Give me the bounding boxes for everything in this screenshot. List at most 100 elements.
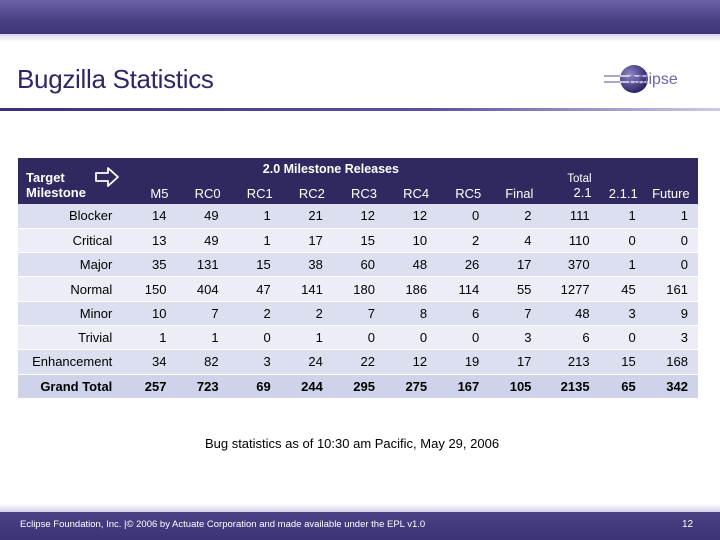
table-cell: 3: [597, 301, 644, 326]
slide-title: Bugzilla Statistics: [17, 64, 214, 94]
table-cell: 105: [487, 374, 540, 399]
table-cell: 3: [487, 325, 540, 351]
table-cell: 150: [122, 276, 175, 302]
table-cell: 48: [383, 252, 436, 278]
table-cell: 2135: [539, 374, 598, 399]
table-cell: 213: [539, 349, 598, 375]
table-cell: 161: [643, 276, 698, 302]
table-cell: 342: [643, 374, 698, 399]
row-label: Critical: [18, 228, 123, 254]
table-body: Blocker 14 49 1 21 12 12 0 2 111 1 1 Critical 13 49 1 17…: [18, 204, 698, 399]
table-cell: 15: [226, 252, 279, 278]
table-cell: 404: [174, 276, 227, 302]
logo-wordmark: eclipse: [628, 71, 678, 88]
table-cell: 45: [597, 276, 644, 302]
table-cell: 49: [174, 228, 227, 254]
col-header: Final: [487, 181, 540, 204]
table-row: Critical 13 49 1 17 15 10 2 4 110 0 0: [18, 228, 698, 254]
table-cell: 0: [383, 325, 436, 351]
title-divider: [0, 108, 720, 111]
table-cell: 1: [174, 325, 227, 351]
table-row: Enhancement 34 82 3 24 22 12 19 17 213 15 168: [18, 349, 698, 375]
table-cell: 26: [435, 252, 488, 278]
footer-copyright: Eclipse Foundation, Inc. |© 2006 by Actu…: [20, 519, 426, 530]
total-header-line1: Total: [567, 173, 592, 185]
table-cell: 17: [487, 349, 540, 375]
table-cell: 114: [435, 276, 488, 302]
table-cell: 0: [597, 228, 644, 254]
table-cell: 19: [435, 349, 488, 375]
corner-label-line2: Milestone: [26, 185, 86, 200]
table-cell: 17: [278, 228, 331, 254]
statistics-footnote: Bug statistics as of 10:30 am Pacific, M…: [204, 436, 500, 451]
total-header-line2: 2.1: [573, 185, 592, 200]
top-banner-fade: [0, 34, 720, 42]
table-cell: 14: [122, 204, 175, 229]
total-21-header: Total 2.1: [539, 158, 598, 204]
table-cell: 7: [487, 301, 540, 326]
table-cell: 38: [278, 252, 331, 278]
row-label: Blocker: [18, 204, 123, 229]
row-label: Enhancement: [18, 349, 123, 375]
table-row: Grand Total 257 723 69 244 295 275 167 105 2135 65…: [18, 374, 698, 399]
table-cell: 0: [643, 228, 698, 254]
table-row: Normal 150 404 47 141 180 186 114 55 1277 45 161: [18, 276, 698, 302]
milestone-releases-group-header: 2.0 Milestone Releases: [122, 158, 540, 182]
col-header: RC5: [435, 181, 488, 204]
table-cell: 15: [597, 349, 644, 375]
col-header: RC0: [174, 181, 227, 204]
table-cell: 1: [643, 204, 698, 229]
table-cell: 0: [435, 204, 488, 229]
table-cell: 1: [226, 228, 279, 254]
table-cell: 24: [278, 349, 331, 375]
row-label: Minor: [18, 301, 123, 326]
table-cell: 1: [278, 325, 331, 351]
table-cell: 15: [330, 228, 383, 254]
col-header: RC3: [330, 181, 383, 204]
bottom-banner-fade: [0, 504, 720, 512]
table-cell: 723: [174, 374, 227, 399]
col-future-header: Future: [643, 158, 698, 204]
table-cell: 34: [122, 349, 175, 375]
table-cell: 13: [122, 228, 175, 254]
col-header: RC1: [226, 181, 279, 204]
table-cell: 3: [643, 325, 698, 351]
table-cell: 0: [226, 325, 279, 351]
table-cell: 1: [597, 204, 644, 229]
table-cell: 4: [487, 228, 540, 254]
table-cell: 10: [383, 228, 436, 254]
table-cell: 60: [330, 252, 383, 278]
table-cell: 1: [597, 252, 644, 278]
table-cell: 82: [174, 349, 227, 375]
table-cell: 2: [487, 204, 540, 229]
col-header: RC4: [383, 181, 436, 204]
table-cell: 10: [122, 301, 175, 326]
table-cell: 131: [174, 252, 227, 278]
table-cell: 180: [330, 276, 383, 302]
page-number: 12: [682, 519, 694, 530]
table-cell: 21: [278, 204, 331, 229]
col-header: M5: [122, 181, 175, 204]
table-cell: 12: [383, 204, 436, 229]
table-cell: 9: [643, 301, 698, 326]
table-cell: 141: [278, 276, 331, 302]
table-cell: 186: [383, 276, 436, 302]
table-cell: 2: [226, 301, 279, 326]
table-row: Trivial 1 1 0 1 0 0 0 3 6 0 3: [18, 325, 698, 351]
table-cell: 295: [330, 374, 383, 399]
table-cell: 48: [539, 301, 598, 326]
table-cell: 49: [174, 204, 227, 229]
table-cell: 167: [435, 374, 488, 399]
table-cell: 8: [383, 301, 436, 326]
table-cell: 111: [539, 204, 598, 229]
table-cell: 69: [226, 374, 279, 399]
table-row: Blocker 14 49 1 21 12 12 0 2 111 1 1: [18, 204, 698, 229]
row-label: Trivial: [18, 325, 123, 351]
table-cell: 2: [278, 301, 331, 326]
table-cell: 110: [539, 228, 598, 254]
table-cell: 0: [597, 325, 644, 351]
col-header: RC2: [278, 181, 331, 204]
row-label: Major: [18, 252, 123, 278]
table-cell: 257: [122, 374, 175, 399]
table-cell: 0: [435, 325, 488, 351]
